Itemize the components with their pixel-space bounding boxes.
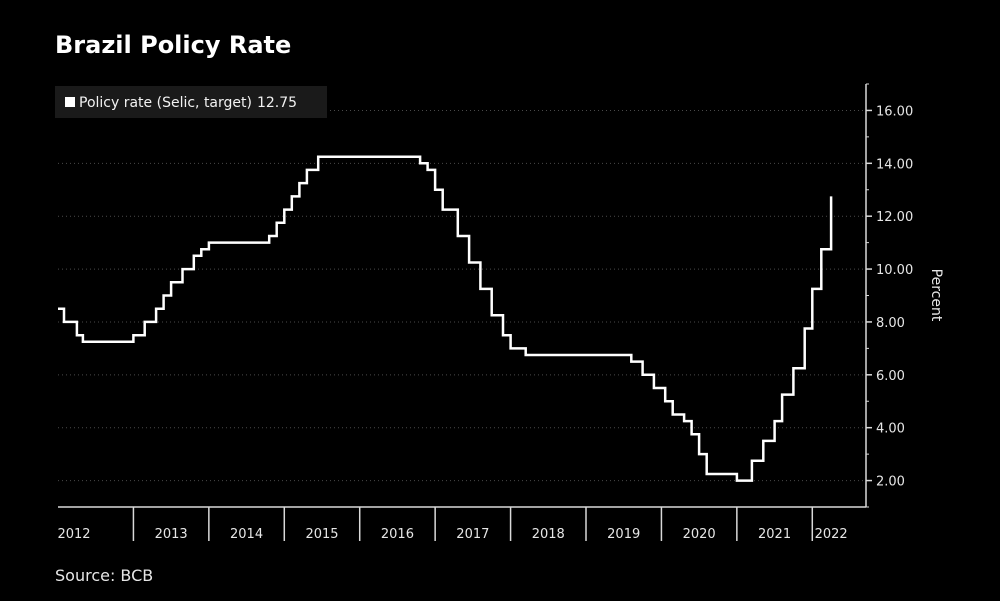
y-tick-label: 10.00 (876, 263, 913, 278)
legend-entry: Policy rate (Selic, target) 12.75 (79, 95, 297, 111)
grid (58, 109, 866, 482)
series-line (58, 155, 833, 482)
x-tick-label: 2016 (381, 527, 414, 542)
x-tick-label: 2017 (456, 527, 489, 542)
x-tick-label: 2015 (305, 527, 338, 542)
y-tick-label: 16.00 (876, 104, 913, 119)
legend-latest-value: 12.75 (257, 95, 297, 111)
legend-box (55, 86, 327, 118)
legend: Policy rate (Selic, target) 12.75 (55, 86, 327, 118)
chart-title: Brazil Policy Rate (55, 31, 291, 59)
x-tick-label: 2020 (683, 527, 716, 542)
x-tick-label: 2019 (607, 527, 640, 542)
legend-swatch (65, 97, 75, 107)
x-tick-label: 2014 (230, 527, 263, 542)
y-tick-label: 8.00 (876, 316, 905, 331)
series-group (58, 155, 833, 482)
x-axis: 2012 2013 2014 2015 2016 2017 2018 2019 2020 2021… (57, 507, 848, 542)
x-tick-label: 2018 (532, 527, 565, 542)
x-tick-label: 2022 (815, 527, 848, 542)
x-tick-label: 2012 (57, 527, 90, 542)
x-tick-label: 2021 (758, 527, 791, 542)
source-note: Source: BCB (55, 566, 153, 585)
y-axis: 2.00 4.00 6.00 8.00 10.00 12.00 14.00 16.00 (866, 83, 913, 508)
y-tick-label: 6.00 (876, 369, 905, 384)
y-tick-label: 4.00 (876, 422, 905, 437)
legend-series-name: Policy rate (Selic, target) (79, 95, 252, 111)
y-axis-label: Percent (928, 269, 944, 322)
y-tick-label: 14.00 (876, 157, 913, 172)
y-tick-label: 2.00 (876, 475, 905, 490)
x-tick-label: 2013 (155, 527, 188, 542)
y-tick-label: 12.00 (876, 210, 913, 225)
